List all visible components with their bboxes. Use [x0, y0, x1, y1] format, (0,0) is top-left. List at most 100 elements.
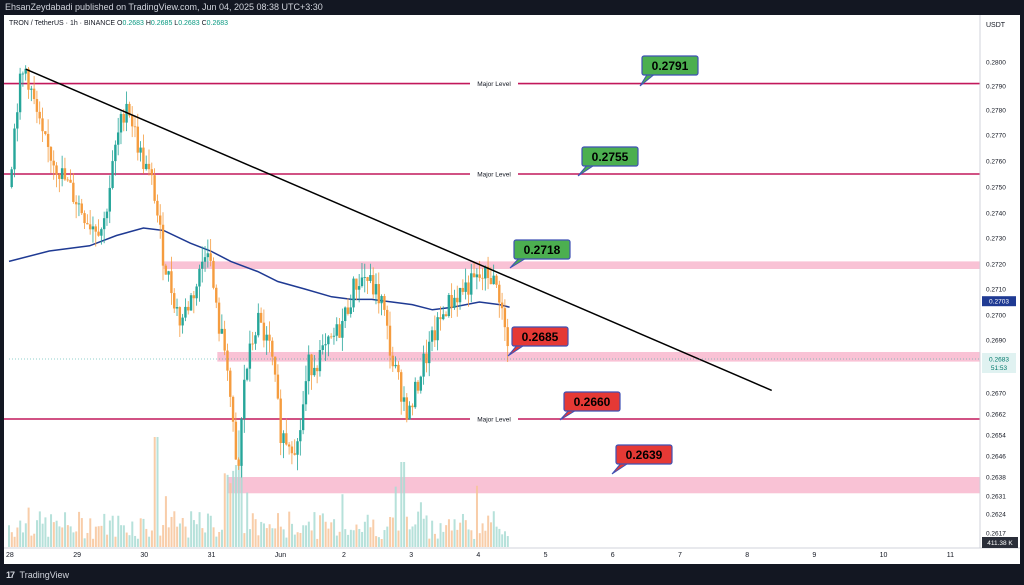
volume-bar [442, 531, 445, 547]
volume-bar [450, 530, 453, 547]
candle-body [55, 165, 58, 175]
candle-body [444, 314, 448, 317]
candle-body [201, 261, 204, 269]
candle-body [257, 312, 260, 336]
volume-bar [445, 525, 448, 547]
volume-bar [27, 507, 30, 547]
ma-price-badge [982, 296, 1016, 307]
volume-bar [92, 538, 95, 547]
candle-body [189, 295, 193, 311]
volume-bar [302, 525, 305, 547]
candle-body [153, 175, 156, 201]
y-tick-label: 0.2631 [986, 494, 1006, 501]
volume-bar [131, 521, 134, 547]
volume-bar [201, 528, 204, 547]
candle-body [88, 224, 92, 230]
candle-body [447, 294, 451, 317]
candle-body [21, 73, 25, 75]
candle-body [83, 213, 86, 224]
candle-body [231, 396, 235, 422]
volume-bar [361, 531, 364, 547]
volume-bar [215, 536, 218, 547]
volume-bar [192, 520, 195, 547]
volume-bar [234, 465, 237, 547]
volume-bar [414, 524, 417, 547]
candle-body [226, 350, 229, 371]
major-level-label-bg [470, 78, 518, 89]
volume-bar [64, 512, 67, 547]
candle-body [456, 297, 459, 303]
candle-body [97, 231, 100, 236]
volume-bar [162, 525, 165, 547]
candle-body [60, 168, 64, 179]
currency-label: USDT [986, 22, 1006, 29]
volume-bar [167, 527, 170, 547]
volume-bar [433, 533, 436, 547]
candle-body [136, 126, 139, 153]
candle-body [279, 398, 282, 444]
volume-bar [106, 534, 109, 547]
volume-bar [134, 535, 137, 547]
candle-body [498, 284, 501, 303]
volume-bar [355, 524, 358, 547]
volume-bar [176, 526, 179, 547]
volume-bar [103, 513, 106, 547]
candle-body [102, 218, 106, 230]
volume-bar [83, 538, 86, 547]
volume-bar [44, 517, 47, 547]
volume-bar [181, 517, 184, 547]
volume-bar [375, 536, 378, 547]
candle-body [301, 404, 305, 431]
candle-body [478, 274, 481, 278]
candle-body [467, 282, 470, 295]
y-tick-label: 0.2646 [986, 454, 1006, 461]
candle-body [46, 133, 50, 147]
candle-body [220, 328, 224, 334]
volume-badge [982, 537, 1018, 548]
open-value: 0.2683 [122, 20, 144, 27]
open-label: O [117, 20, 123, 27]
volume-bar [475, 485, 478, 547]
volume-bar [506, 536, 509, 547]
volume-bar [473, 538, 476, 547]
x-tick-label: 10 [880, 552, 888, 559]
volume-bar [80, 518, 83, 547]
candle-body [251, 343, 254, 345]
candle-body [380, 296, 383, 304]
candle-body [114, 144, 117, 162]
volume-bar [229, 483, 232, 547]
candle-body [245, 368, 249, 380]
volume-bar [13, 536, 16, 547]
candle-body [453, 297, 456, 308]
volume-bar [187, 537, 190, 547]
volume-bar [10, 532, 13, 547]
candle-body [315, 367, 319, 372]
candle-body [108, 187, 111, 212]
last-price-badge [982, 353, 1016, 373]
candle-body [430, 330, 434, 342]
supply-demand-zone [217, 352, 980, 362]
candle-body [374, 284, 378, 295]
candle-body [74, 201, 78, 205]
volume-bar [425, 515, 428, 547]
x-tick-label: 6 [611, 552, 615, 559]
candle-body [63, 168, 67, 180]
candle-body [383, 296, 386, 310]
ma-price-badge-text: 0.2703 [989, 299, 1009, 306]
candle-body [369, 275, 372, 281]
candle-body [86, 223, 89, 225]
candle-body [464, 282, 467, 292]
high-value: 0.2685 [150, 20, 173, 27]
volume-bar [363, 521, 366, 547]
x-tick-label: 28 [6, 552, 14, 559]
chart-panel[interactable] [4, 15, 1020, 564]
volume-bar [310, 530, 313, 547]
moving-average-line [8, 227, 510, 311]
candle-body [237, 459, 240, 466]
volume-bar [470, 530, 473, 547]
candle-body [234, 421, 238, 460]
volume-bar [291, 523, 294, 547]
candle-body [254, 335, 257, 344]
